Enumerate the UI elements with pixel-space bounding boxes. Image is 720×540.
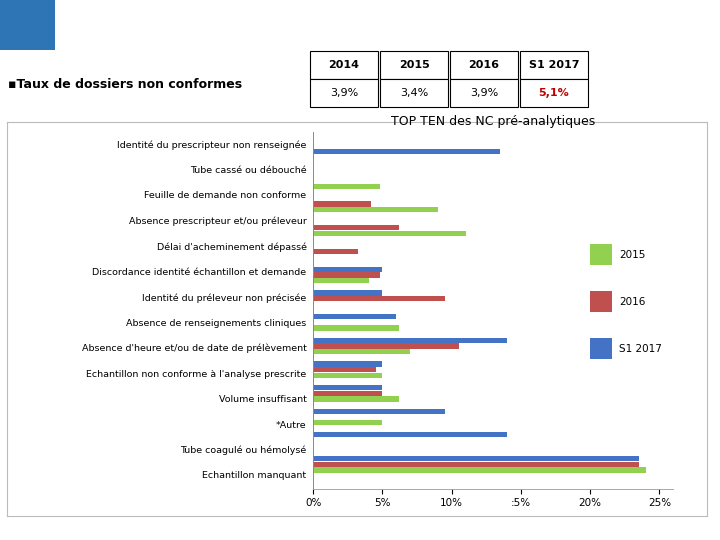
Bar	[310, 51, 378, 79]
Bar	[313, 201, 372, 207]
Text: Délai d'acheminement dépassé: Délai d'acheminement dépassé	[157, 242, 307, 252]
Bar	[313, 396, 399, 402]
Bar	[313, 296, 445, 301]
Bar	[313, 367, 376, 372]
Bar	[313, 420, 382, 425]
Text: Feuille de demande non conforme: Feuille de demande non conforme	[145, 192, 307, 200]
Text: Echantillon manquant: Echantillon manquant	[202, 471, 307, 481]
Bar	[313, 361, 382, 367]
Bar	[313, 385, 382, 390]
Text: 3,9%: 3,9%	[470, 88, 498, 98]
Bar	[313, 314, 396, 319]
Text: ▪Taux de dossiers non conformes: ▪Taux de dossiers non conformes	[8, 78, 242, 91]
Text: Tube coagulé ou hémolysé: Tube coagulé ou hémolysé	[181, 446, 307, 455]
Bar	[313, 326, 399, 330]
Bar	[313, 390, 382, 396]
Bar	[313, 338, 507, 343]
Text: 5,1%: 5,1%	[539, 88, 570, 98]
Bar	[313, 467, 646, 472]
Text: Discordance identité échantillon et demande: Discordance identité échantillon et dema…	[92, 268, 307, 277]
Bar	[313, 433, 507, 437]
Bar	[313, 291, 382, 295]
Bar	[313, 184, 379, 188]
Text: 2014: 2014	[328, 60, 359, 70]
Text: Absence de renseignements cliniques: Absence de renseignements cliniques	[127, 319, 307, 328]
Bar	[313, 343, 459, 349]
Text: 3,9%: 3,9%	[330, 88, 358, 98]
Text: Tube cassé ou débouché: Tube cassé ou débouché	[190, 166, 307, 175]
Text: *Autre: *Autre	[276, 421, 307, 429]
Bar	[590, 291, 612, 312]
Bar	[313, 278, 369, 284]
Bar	[590, 338, 612, 359]
Text: S1 2017: S1 2017	[619, 343, 662, 354]
Title: TOP TEN des NC pré-analytiques: TOP TEN des NC pré-analytiques	[391, 116, 595, 129]
Text: S1 2017: S1 2017	[528, 60, 580, 70]
Text: 2015: 2015	[619, 250, 645, 260]
Bar	[313, 231, 466, 236]
Text: Identité du préleveur non précisée: Identité du préleveur non précisée	[143, 293, 307, 302]
Text: 2015: 2015	[399, 60, 429, 70]
Text: 2016: 2016	[469, 60, 500, 70]
Bar	[313, 207, 438, 212]
Bar	[0, 0, 55, 50]
Text: Echantillon non conforme à l'analyse prescrite: Echantillon non conforme à l'analyse pre…	[86, 370, 307, 379]
Text: 2016: 2016	[619, 297, 645, 307]
Bar	[380, 51, 448, 79]
Bar	[313, 349, 410, 354]
Bar	[380, 79, 448, 107]
Text: 3,4%: 3,4%	[400, 88, 428, 98]
Bar	[313, 272, 379, 278]
Bar	[590, 244, 612, 266]
Bar	[520, 51, 588, 79]
Text: Absence prescripteur et/ou préleveur: Absence prescripteur et/ou préleveur	[129, 217, 307, 226]
Bar	[313, 225, 399, 231]
Bar	[450, 79, 518, 107]
Bar	[313, 409, 445, 414]
Bar	[313, 462, 639, 467]
Bar	[313, 249, 358, 254]
Text: NC pré analytiques cible 3%: NC pré analytiques cible 3%	[453, 16, 715, 34]
Bar	[313, 373, 382, 378]
Bar	[313, 456, 639, 461]
Text: Identité du prescripteur non renseignée: Identité du prescripteur non renseignée	[117, 140, 307, 150]
Bar	[520, 79, 588, 107]
Bar	[313, 267, 382, 272]
Bar	[450, 51, 518, 79]
Text: Volume insuffisant: Volume insuffisant	[219, 395, 307, 404]
Bar	[310, 79, 378, 107]
Bar	[313, 148, 500, 154]
Text: Absence d'heure et/ou de date de prélèvement: Absence d'heure et/ou de date de prélève…	[82, 344, 307, 354]
